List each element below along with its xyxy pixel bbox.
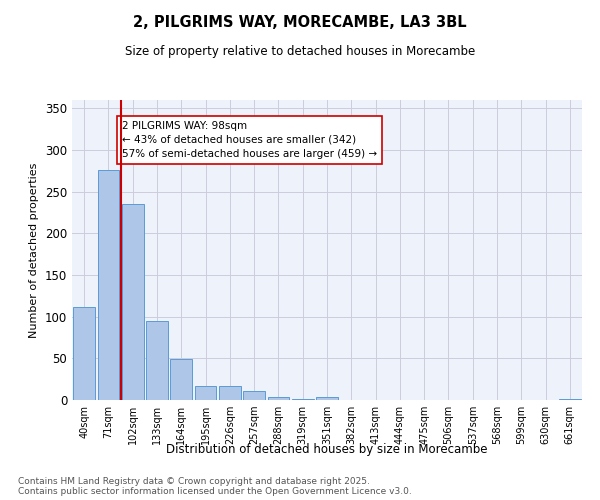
Bar <box>97 170 119 400</box>
Bar <box>559 399 581 400</box>
Bar <box>316 396 338 400</box>
Text: Distribution of detached houses by size in Morecambe: Distribution of detached houses by size … <box>166 442 488 456</box>
Bar <box>243 391 265 400</box>
Y-axis label: Number of detached properties: Number of detached properties <box>29 162 40 338</box>
Text: Size of property relative to detached houses in Morecambe: Size of property relative to detached ho… <box>125 45 475 58</box>
Bar <box>170 359 192 400</box>
Bar <box>122 204 143 400</box>
Text: 2, PILGRIMS WAY, MORECAMBE, LA3 3BL: 2, PILGRIMS WAY, MORECAMBE, LA3 3BL <box>133 15 467 30</box>
Bar <box>292 399 314 400</box>
Bar <box>268 396 289 400</box>
Text: Contains HM Land Registry data © Crown copyright and database right 2025.: Contains HM Land Registry data © Crown c… <box>18 478 370 486</box>
Text: Contains public sector information licensed under the Open Government Licence v3: Contains public sector information licen… <box>18 488 412 496</box>
Text: 2 PILGRIMS WAY: 98sqm
← 43% of detached houses are smaller (342)
57% of semi-det: 2 PILGRIMS WAY: 98sqm ← 43% of detached … <box>122 121 377 159</box>
Bar <box>219 386 241 400</box>
Bar <box>73 306 95 400</box>
Bar <box>146 321 168 400</box>
Bar <box>194 386 217 400</box>
